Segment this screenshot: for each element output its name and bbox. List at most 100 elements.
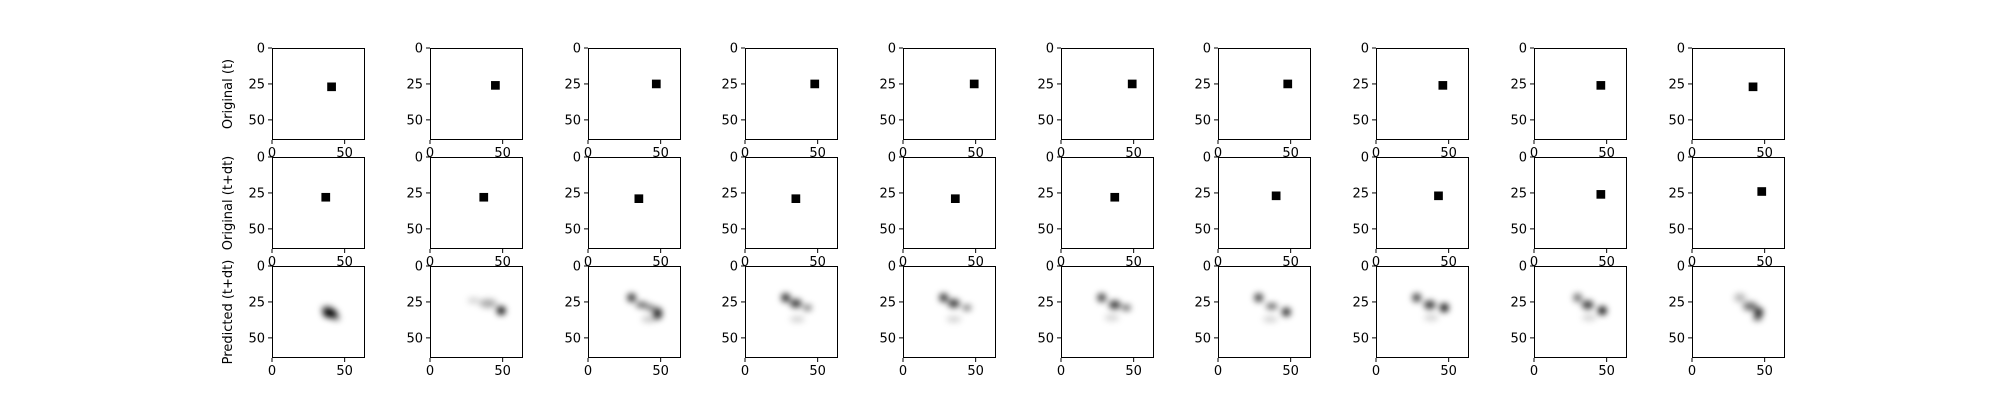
image-background bbox=[1376, 157, 1469, 249]
square-marker bbox=[1596, 81, 1606, 90]
predicted-blob bbox=[467, 297, 480, 304]
image-background bbox=[1692, 48, 1785, 140]
image-background bbox=[1692, 157, 1785, 249]
x-tick-label: 50 bbox=[1282, 364, 1299, 379]
predicted-blob bbox=[781, 293, 791, 302]
y-tick-label: 50 bbox=[406, 331, 423, 346]
predicted-blob bbox=[790, 299, 802, 308]
image-background bbox=[1061, 157, 1154, 249]
x-tick-label: 50 bbox=[1756, 364, 1773, 379]
x-tick-label: 0 bbox=[741, 146, 749, 161]
image-background bbox=[903, 266, 996, 358]
subplot-r3-c1: 0 25 50 0 50 bbox=[248, 260, 365, 379]
image-background bbox=[1061, 266, 1154, 358]
y-tick-label: 25 bbox=[1037, 295, 1054, 310]
axes-frame bbox=[1376, 48, 1469, 140]
x-tick-label: 0 bbox=[741, 364, 749, 379]
square-marker bbox=[1434, 191, 1443, 201]
y-tick-label: 50 bbox=[1037, 222, 1054, 237]
y-tick-label: 25 bbox=[1668, 295, 1685, 310]
axes-frame bbox=[1534, 266, 1627, 358]
x-tick-label: 0 bbox=[1688, 146, 1696, 161]
x-tick-label: 0 bbox=[1214, 146, 1222, 161]
x-tick-label: 0 bbox=[1057, 364, 1065, 379]
x-tick-label: 0 bbox=[1372, 364, 1380, 379]
x-tick-label: 0 bbox=[1372, 255, 1380, 270]
y-tick-label: 25 bbox=[879, 295, 896, 310]
y-tick-label: 0 bbox=[1519, 151, 1527, 166]
axes-frame bbox=[1534, 48, 1627, 140]
y-tick-label: 0 bbox=[730, 42, 738, 57]
y-tick-label: 25 bbox=[721, 295, 738, 310]
x-tick-label: 50 bbox=[494, 364, 511, 379]
y-tick-label: 50 bbox=[248, 222, 265, 237]
x-tick-label: 0 bbox=[741, 255, 749, 270]
x-tick-label: 0 bbox=[426, 255, 434, 270]
square-marker bbox=[1127, 79, 1137, 89]
axes-frame bbox=[272, 266, 365, 358]
predicted-blob bbox=[1108, 300, 1121, 310]
y-tick-label: 0 bbox=[1046, 151, 1054, 166]
square-marker bbox=[1110, 192, 1120, 202]
axes-frame bbox=[903, 157, 996, 249]
y-tick-label: 25 bbox=[1510, 77, 1527, 92]
image-background bbox=[1534, 48, 1627, 140]
axes-frame bbox=[1061, 157, 1154, 249]
predicted-blob bbox=[1265, 303, 1278, 310]
y-tick-label: 50 bbox=[1668, 113, 1685, 128]
y-tick-label: 50 bbox=[1194, 222, 1211, 237]
y-tick-label: 50 bbox=[406, 113, 423, 128]
subplot-r3-c10: 0 25 50 0 50 bbox=[1668, 260, 1785, 379]
x-tick-label: 0 bbox=[426, 146, 434, 161]
axes-frame bbox=[745, 266, 838, 358]
square-marker bbox=[791, 194, 801, 203]
square-marker bbox=[634, 194, 644, 203]
predicted-blob bbox=[331, 314, 341, 321]
square-marker bbox=[1438, 81, 1448, 90]
predicted-blob bbox=[653, 307, 663, 320]
y-tick-label: 0 bbox=[1677, 42, 1685, 57]
x-tick-label: 0 bbox=[268, 364, 276, 379]
predicted-blob bbox=[1753, 314, 1762, 321]
predicted-blob bbox=[1581, 300, 1594, 310]
square-marker bbox=[950, 194, 960, 203]
image-background bbox=[1218, 48, 1311, 140]
y-tick-label: 25 bbox=[1352, 295, 1369, 310]
axes-frame bbox=[1061, 266, 1154, 358]
y-tick-label: 25 bbox=[1194, 295, 1211, 310]
subplot-r3-c3: 0 25 50 0 50 bbox=[564, 260, 681, 379]
predicted-blob bbox=[627, 293, 636, 302]
predicted-blob bbox=[479, 299, 497, 308]
predicted-blob bbox=[1263, 316, 1278, 323]
axes-frame bbox=[1218, 48, 1311, 140]
x-tick-label: 50 bbox=[336, 364, 353, 379]
image-background bbox=[1218, 266, 1311, 358]
image-background bbox=[588, 266, 681, 358]
predicted-blob bbox=[1097, 293, 1107, 302]
y-tick-label: 50 bbox=[1668, 331, 1685, 346]
image-background bbox=[272, 48, 365, 140]
y-tick-label: 50 bbox=[1510, 113, 1527, 128]
x-tick-label: 50 bbox=[1125, 364, 1142, 379]
image-background bbox=[1692, 266, 1785, 358]
x-tick-label: 50 bbox=[1440, 364, 1457, 379]
y-tick-label: 0 bbox=[573, 151, 581, 166]
image-background bbox=[1376, 266, 1469, 358]
axes-frame bbox=[1376, 157, 1469, 249]
subplot-r3-c8: 0 25 50 0 50 bbox=[1352, 260, 1469, 379]
predicted-blob bbox=[1423, 314, 1439, 321]
y-tick-label: 25 bbox=[248, 77, 265, 92]
x-tick-label: 0 bbox=[584, 255, 592, 270]
x-tick-label: 0 bbox=[1057, 146, 1065, 161]
row-label-1: Original (t) bbox=[221, 59, 236, 129]
axes-frame bbox=[1218, 157, 1311, 249]
image-background bbox=[903, 48, 996, 140]
y-tick-label: 0 bbox=[888, 42, 896, 57]
